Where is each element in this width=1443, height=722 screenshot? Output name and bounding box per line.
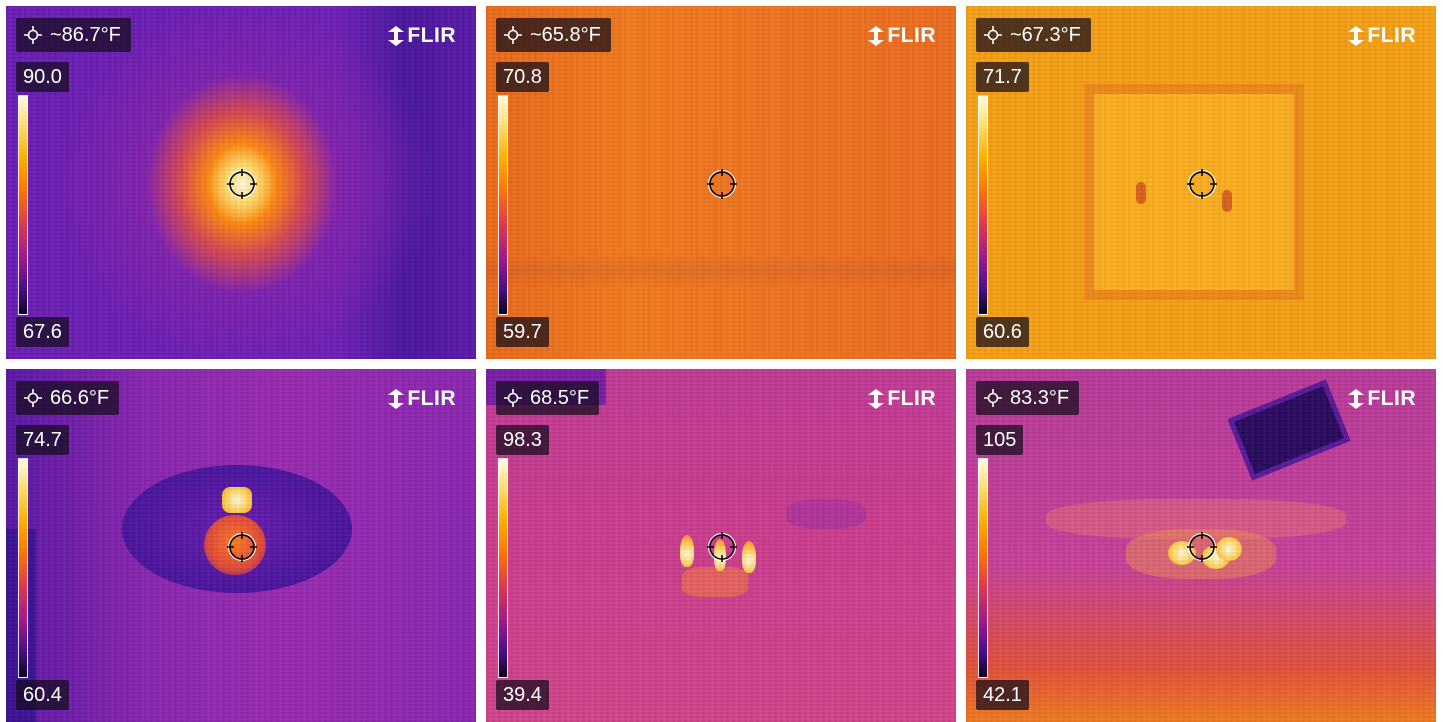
candle-flame — [714, 539, 726, 571]
spot-temperature-readout: ~67.3°F — [976, 18, 1091, 52]
spot-temperature-readout: ~65.8°F — [496, 18, 611, 52]
crosshair-icon — [504, 26, 522, 44]
spot-temperature-value: ~65.8°F — [530, 23, 601, 46]
spot-meter-reticle-icon — [227, 532, 257, 562]
scale-min-value: 60.6 — [976, 317, 1029, 347]
flir-logo: FLIR — [1348, 24, 1416, 48]
flir-logo: FLIR — [388, 24, 456, 48]
flir-logo-text: FLIR — [1367, 387, 1416, 410]
flir-logo-text: FLIR — [407, 387, 456, 410]
flir-logo: FLIR — [868, 387, 936, 411]
chandelier-base — [682, 567, 748, 597]
crosshair-icon — [24, 26, 42, 44]
spot-temperature-value: 83.3°F — [1010, 386, 1070, 409]
color-scale-bar — [978, 458, 988, 678]
cold-spot — [1222, 190, 1232, 212]
scale-max-value: 105 — [976, 425, 1024, 455]
candle-flame — [680, 535, 694, 567]
flir-logo-icon — [388, 389, 405, 409]
color-scale-bar — [18, 95, 28, 315]
spot-temperature-value: 66.6°F — [50, 386, 110, 409]
flir-logo-icon — [388, 26, 405, 46]
spot-temperature-value: ~67.3°F — [1010, 23, 1081, 46]
spot-meter-reticle-icon — [707, 169, 737, 199]
color-scale-bar — [18, 458, 28, 678]
flir-logo-text: FLIR — [1367, 24, 1416, 47]
hot-bulb — [222, 487, 252, 513]
fan-body — [1126, 529, 1276, 579]
scale-max-value: 90.0 — [16, 62, 69, 92]
flir-logo: FLIR — [1348, 387, 1416, 411]
thermal-image-2: ~65.8°F 70.8 59.7 FLIR — [486, 6, 956, 359]
thermal-image-1: ~86.7°F 90.0 67.6 FLIR — [6, 6, 476, 359]
scale-min-value: 60.4 — [16, 680, 69, 710]
thermal-image-6: 83.3°F 105 42.1 FLIR — [966, 369, 1436, 722]
scale-min-value: 42.1 — [976, 680, 1029, 710]
crosshair-icon — [984, 26, 1002, 44]
spot-temperature-readout: 83.3°F — [976, 381, 1080, 415]
thermal-image-4: 66.6°F 74.7 60.4 FLIR — [6, 369, 476, 722]
spot-temperature-value: ~86.7°F — [50, 23, 121, 46]
cold-spot — [1136, 182, 1146, 204]
crosshair-icon — [984, 389, 1002, 407]
crosshair-icon — [504, 389, 522, 407]
scale-min-value: 59.7 — [496, 317, 549, 347]
flir-logo: FLIR — [868, 24, 936, 48]
flir-logo: FLIR — [388, 387, 456, 411]
skylight — [1227, 379, 1351, 481]
scale-min-value: 39.4 — [496, 680, 549, 710]
flir-logo-text: FLIR — [407, 24, 456, 47]
color-scale-bar — [498, 458, 508, 678]
flir-logo-text: FLIR — [887, 24, 936, 47]
flir-logo-icon — [868, 389, 885, 409]
spot-meter-reticle-icon — [1187, 532, 1217, 562]
color-scale-bar — [978, 95, 988, 315]
candle-flame — [742, 541, 756, 573]
shadow-area — [786, 499, 866, 529]
spot-meter-reticle-icon — [1187, 169, 1217, 199]
thermal-image-3: ~67.3°F 71.7 60.6 FLIR — [966, 6, 1436, 359]
crosshair-icon — [24, 389, 42, 407]
flir-logo-icon — [868, 26, 885, 46]
flir-logo-text: FLIR — [887, 387, 936, 410]
spot-temperature-readout: 68.5°F — [496, 381, 600, 415]
flir-logo-icon — [1348, 389, 1365, 409]
scale-max-value: 70.8 — [496, 62, 549, 92]
flir-logo-icon — [1348, 26, 1365, 46]
scale-min-value: 67.6 — [16, 317, 69, 347]
color-scale-bar — [498, 95, 508, 315]
scale-max-value: 71.7 — [976, 62, 1029, 92]
spot-meter-reticle-icon — [227, 169, 257, 199]
spot-temperature-value: 68.5°F — [530, 386, 590, 409]
spot-temperature-readout: 66.6°F — [16, 381, 120, 415]
scale-max-value: 74.7 — [16, 425, 69, 455]
spot-meter-reticle-icon — [707, 532, 737, 562]
fan-light — [1216, 537, 1242, 561]
scale-max-value: 98.3 — [496, 425, 549, 455]
spot-temperature-readout: ~86.7°F — [16, 18, 131, 52]
thermal-image-5: 68.5°F 98.3 39.4 FLIR — [486, 369, 956, 722]
